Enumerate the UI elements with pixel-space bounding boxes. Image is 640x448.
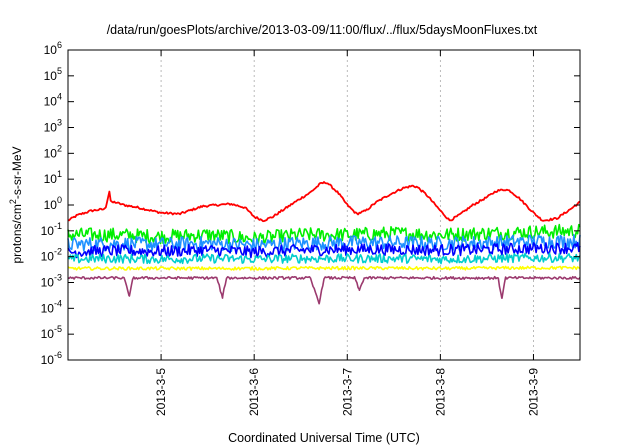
y-tick-label: 105 [44, 66, 62, 83]
series-line [67, 181, 581, 223]
y-tick-label: 10-5 [41, 324, 62, 341]
y-tick-label: 106 [44, 40, 62, 57]
chart-title: /data/run/goesPlots/archive/2013-03-09/1… [107, 23, 538, 37]
series-line [67, 223, 581, 246]
x-tick-label: 2013-3-8 [433, 368, 447, 416]
y-tick-label: 100 [44, 195, 62, 212]
x-tick-label: 2013-3-6 [247, 368, 261, 416]
series-line [67, 275, 581, 305]
y-tick-label: 10-1 [41, 221, 62, 238]
series-group [67, 181, 581, 305]
y-tick-label: 10-3 [41, 273, 62, 290]
x-axis-label: Coordinated Universal Time (UTC) [228, 431, 420, 445]
y-tick-label: 101 [44, 169, 62, 186]
y-tick-label: 102 [44, 143, 62, 160]
series-line [67, 234, 581, 252]
x-axis: 2013-3-5 2013-3-6 2013-3-7 2013-3-8 2013-3-9 [154, 50, 540, 416]
x-tick-label: 2013-3-5 [154, 368, 168, 416]
series-line [67, 252, 581, 265]
y-tick-label: 10-6 [41, 350, 62, 367]
series-line [67, 242, 581, 259]
x-tick-label: 2013-3-9 [526, 368, 540, 416]
y-axis-label: protons/cm2-s-sr-MeV [8, 146, 24, 263]
x-tick-label: 2013-3-7 [340, 368, 354, 416]
y-tick-label: 104 [44, 92, 62, 109]
series-line [67, 265, 581, 271]
plot-frame [67, 49, 581, 361]
y-tick-label: 10-2 [41, 247, 62, 264]
y-tick-label: 103 [44, 118, 62, 135]
y-tick-label: 10-4 [41, 298, 62, 315]
y-axis: 10-6 10-5 10-4 10-3 10-2 10-1 100 101 102 103 104 1… [41, 40, 580, 367]
